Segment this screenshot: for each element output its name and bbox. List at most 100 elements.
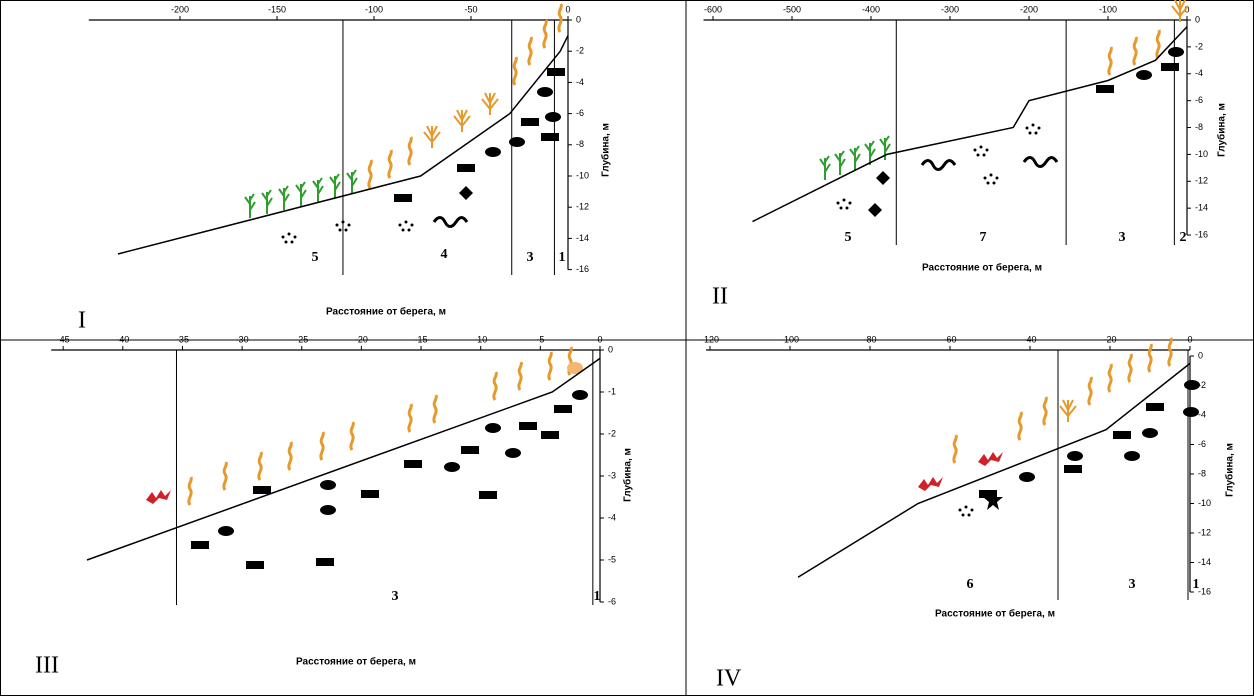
x-tick-label: -45 [57,334,70,344]
seagrass-blade [864,140,876,165]
alga-icon [952,434,958,464]
dot [341,220,345,224]
seagrass-icon [295,181,307,206]
x-axis-title: Расстояние от берега, м [326,306,446,318]
dot [347,223,351,227]
y-tick-label: 0 [1198,350,1203,360]
red-alga-icon [978,452,1003,466]
star-icon [983,490,1003,510]
x-tick-label: -35 [176,334,189,344]
x-tick-label: -60 [943,334,956,344]
seagrass-icon [346,169,358,194]
dot [287,232,291,236]
y-tick-label: 0 [608,344,613,354]
alga-icon [492,371,498,401]
seagrass-blade [879,135,891,160]
x-tick-label: -300 [941,4,959,14]
zone-label: 3 [1129,577,1136,592]
zone-label: 7 [980,230,987,245]
x-tick-label: -600 [704,4,722,14]
oval-icon [572,390,588,400]
alga-icon [387,149,393,179]
y-tick-label: -4 [1195,68,1203,78]
panel-label: IV [716,666,742,692]
y-tick-label: -4 [1198,409,1206,419]
dot [961,513,965,517]
rect-icon [461,446,479,454]
rect-icon [979,490,997,498]
oval-icon [1142,428,1158,438]
dot [290,240,294,244]
y-tick-label: -6 [576,108,584,118]
alga-icon [1107,363,1113,393]
alga-icon [1042,396,1048,426]
oval-icon [1183,407,1199,417]
alga-bush-icon [453,109,471,132]
y-tick-label: -2 [608,428,616,438]
oval-icon [1168,47,1184,57]
x-tick-label: -100 [365,4,383,14]
rect-icon [519,422,537,430]
y-tick-label: 0 [1195,14,1200,24]
seagrass-blade [329,173,341,198]
dot [845,206,849,210]
alga-icon [432,394,438,424]
zone-label: 5 [845,230,852,245]
x-tick-label: -20 [355,334,368,344]
x-tick-label: -100 [1099,4,1117,14]
dot [970,508,974,512]
y-tick-label: -4 [608,512,616,522]
oval-icon [537,87,553,97]
dot [1031,123,1035,127]
seagrass-icon [244,193,256,218]
red-alga-icon [918,477,943,491]
alga-bush-icon [481,92,499,115]
diamond-icon [876,171,890,185]
dot [1034,131,1038,135]
x-tick-label: -200 [1020,4,1038,14]
dot [281,235,285,239]
y-tick-label: -8 [576,139,584,149]
alga-icon [1017,411,1023,441]
y-tick-label: -12 [1195,176,1208,186]
alga-icon [1167,337,1173,367]
dot [1028,131,1032,135]
panel-label: III [35,653,59,679]
oval-icon [485,147,501,157]
profile-line [117,35,569,255]
y-axis-title: Глубина, м [622,448,634,502]
alga-icon [407,403,413,433]
zone-label: 3 [392,589,399,604]
dot [973,148,977,152]
rect-icon [457,164,475,172]
seagrass-icon [849,145,861,170]
y-tick-label: -5 [608,554,616,564]
oval-icon [485,423,501,433]
wave-icon [920,159,957,171]
diamond-icon [459,186,473,200]
y-axis-title: Глубина, м [600,123,612,177]
x-tick-label: 0 [1184,4,1189,14]
dot [995,176,999,180]
alga-icon [1127,353,1133,383]
dot [964,505,968,509]
dot [401,228,405,232]
dot [407,228,411,232]
dot [1037,126,1041,130]
dots-icon [398,220,414,232]
dot [985,148,989,152]
y-tick-label: -8 [1198,468,1206,478]
zone-label: 1 [1193,577,1200,592]
x-tick-label: -50 [464,4,477,14]
y-tick-label: -14 [576,233,589,243]
dot [976,153,980,157]
oval-icon [545,112,561,122]
y-tick-label: -12 [576,202,589,212]
zone-label: 1 [594,589,601,604]
dot [344,228,348,232]
rect-icon [253,486,271,494]
oval-icon [218,526,234,536]
seagrass-icon [819,155,831,180]
x-tick-label: -120 [701,334,719,344]
alga-icon [1087,376,1093,406]
